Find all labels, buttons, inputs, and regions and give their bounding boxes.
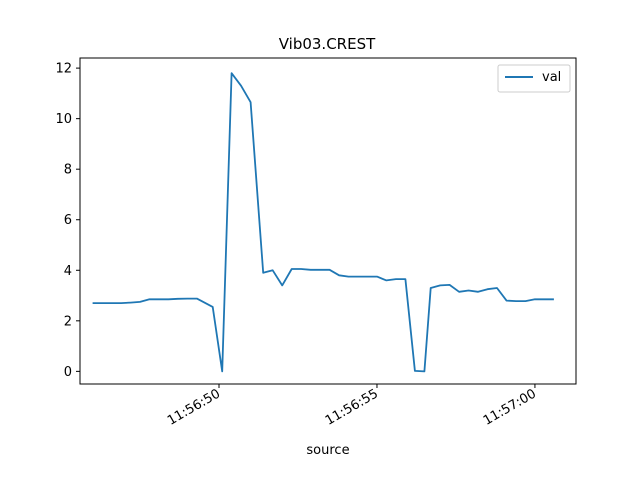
x-axis: 11:56:50 11:56:55 11:57:00 [165, 384, 539, 429]
chart-title: Vib03.CREST [279, 35, 376, 53]
y-tick-label: 10 [55, 112, 72, 127]
plot-area [79, 57, 577, 385]
y-tick-label: 4 [64, 264, 72, 279]
y-tick-label: 8 [64, 163, 72, 178]
y-axis: 0 2 4 6 8 10 12 [55, 62, 80, 380]
y-tick-label: 0 [64, 365, 72, 380]
x-tick-label: 11:57:00 [481, 386, 539, 428]
legend-box [497, 64, 571, 93]
legend-label: val [542, 70, 561, 85]
y-tick-label: 2 [64, 314, 72, 329]
legend: val [497, 64, 571, 93]
y-tick-label: 6 [64, 213, 72, 228]
x-tick-label: 11:56:50 [165, 386, 223, 428]
series-line-val [92, 72, 554, 373]
x-tick-label: 11:56:55 [323, 386, 381, 428]
y-tick-label: 12 [55, 62, 72, 77]
x-axis-label: source [306, 443, 349, 458]
series-layer [92, 72, 554, 373]
